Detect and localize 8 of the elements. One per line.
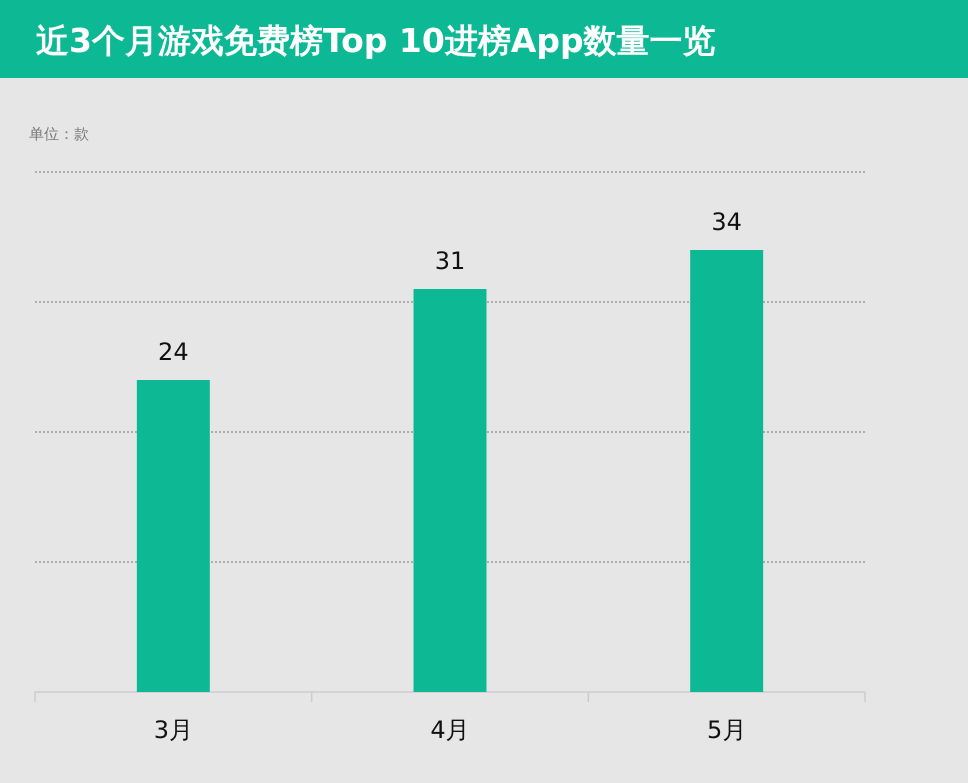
x-tick-label: 3月 [154, 716, 193, 744]
chart-title: 近3个月游戏免费榜Top 10进榜App数量一览 [36, 21, 716, 60]
x-tick-label: 4月 [430, 716, 470, 744]
text: 单位：款 [29, 125, 89, 143]
x-tick-label: 5月 [707, 716, 746, 744]
data-label: 31 [434, 247, 466, 275]
data-label: 34 [711, 208, 742, 236]
data-label: 24 [158, 338, 189, 366]
